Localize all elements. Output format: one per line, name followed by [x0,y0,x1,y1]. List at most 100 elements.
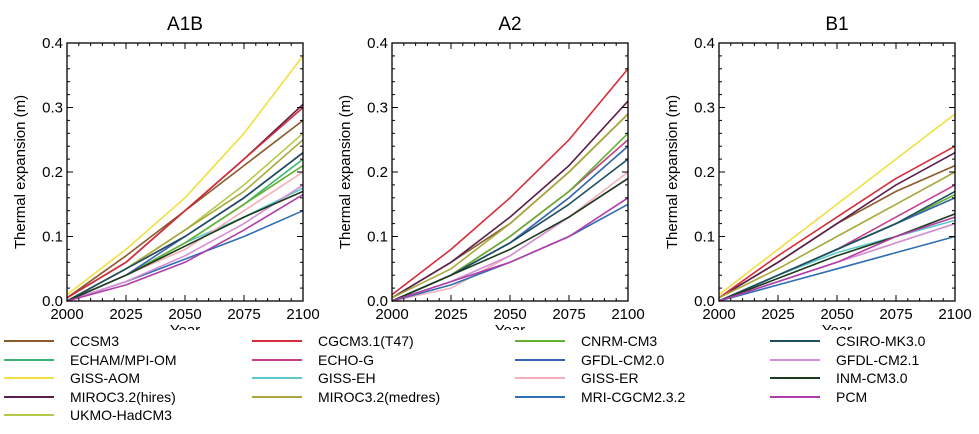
y-tick-label-a2: 0.4 [367,35,388,52]
chart-title-a2: A2 [498,14,521,35]
legend-label: PCM [836,389,868,405]
legend-item: CGCM3.1(T47) [252,332,414,350]
legend-item: CCSM3 [4,332,119,350]
legend-label: MRI-CGCM2.3.2 [581,389,686,405]
legend-swatch [4,396,54,398]
x-tick-label-b1: 2025 [761,306,794,323]
legend-swatch [515,340,565,342]
legend-swatch [770,396,820,398]
legend-item: MIROC3.2(medres) [252,388,440,406]
series-line-a2-miroc3-2-medres- [391,113,629,299]
series-line-b1-miroc3-2-medres- [718,171,956,299]
legend-item: MIROC3.2(hires) [4,388,176,406]
legend-label: CNRM-CM3 [581,333,658,349]
series-line-a1b-inm-cm3-0 [66,190,304,302]
legend-item: INM-CM3.0 [770,369,908,387]
legend-label: GISS-ER [581,370,639,386]
legend-swatch [515,359,565,361]
legend-swatch [770,359,820,361]
y-tick-label-a2: 0.2 [367,164,388,181]
series-line-b1-inm-cm3-0 [718,213,956,302]
series-line-a2-inm-cm3-0 [391,177,629,302]
y-tick-label-a2: 0.3 [367,100,388,117]
legend-label: INM-CM3.0 [836,370,908,386]
x-tick-label-b1: 2000 [702,306,735,323]
x-tick-label-b1: 2075 [879,306,912,323]
x-tick-label-a1b: 2025 [109,306,142,323]
legend-label: ECHAM/MPI-OM [70,352,177,368]
y-axis-label-b1: Thermal expansion (m) [664,95,681,249]
series-line-b1-miroc3-2-hires- [718,151,956,299]
legend-item: GFDL-CM2.1 [770,351,919,369]
legend-label: ECHO-G [318,352,374,368]
series-line-b1-csiro-mk3-0 [718,190,956,302]
legend-swatch [252,377,302,379]
x-tick-label-a2: 2000 [375,306,408,323]
legend-item: GISS-AOM [4,369,140,387]
series-line-a1b-giss-aom [66,55,304,296]
series-line-a2-cgcm3-1-t47- [391,68,629,296]
legend-label: UKMO-HadCM3 [70,407,172,423]
x-tick-label-b1: 2100 [938,306,971,323]
legend-item: GFDL-CM2.0 [515,351,664,369]
y-tick-label-a1b: 0.4 [42,35,63,52]
legend-label: MIROC3.2(hires) [70,389,176,405]
series-line-a1b-csiro-mk3-0 [66,152,304,302]
legend-item: CNRM-CM3 [515,332,657,350]
legend-swatch [4,340,54,342]
x-axis-label-a2: Year [495,322,525,330]
series-line-a1b-cgcm3-1-t47- [66,106,304,299]
series-line-b1-mri-cgcm2-3-2 [718,235,956,302]
x-axis-label-a1b: Year [170,322,200,330]
legend-swatch [770,377,820,379]
legend-label: MIROC3.2(medres) [318,389,441,405]
x-tick-label-a2: 2100 [611,306,644,323]
series-line-b1-giss-aom [718,113,956,296]
y-axis-label-a2: Thermal expansion (m) [337,95,354,249]
y-tick-label-b1: 0.1 [694,229,715,246]
chart-title-a1b: A1B [167,14,203,35]
chart-figure: 2000 2025 2050 2075 2100 0.0 0.1 0.2 0.3 0.4 A1B Ye… [12,14,972,330]
legend-label: CSIRO-MK3.0 [836,333,926,349]
x-tick-label-a1b: 2075 [227,306,260,323]
series-line-b1-pcm [718,216,956,302]
series-line-a2-miroc3-2-hires- [391,100,629,299]
legend-item: GISS-ER [515,369,639,387]
y-tick-label-a1b: 0.1 [42,229,63,246]
legend-label: GISS-AOM [70,370,141,386]
legend-label: CGCM3.1(T47) [318,333,414,349]
y-tick-label-a1b: 0.2 [42,164,63,181]
y-tick-label-a2: 0.1 [367,229,388,246]
chart-title-b1: B1 [825,14,848,35]
series-line-b1-cgcm3-1-t47- [718,145,956,299]
legend-label: CCSM3 [70,333,120,349]
y-tick-label-a1b: 0.3 [42,100,63,117]
y-tick-label-b1: 0.4 [694,35,715,52]
y-tick-label-a2: 0.0 [367,293,388,310]
series-line-a1b-pcm [66,193,304,302]
legend-swatch [252,340,302,342]
legend-item: PCM [770,388,867,406]
x-tick-label-a1b: 2100 [286,306,319,323]
series-line-a1b-gfdl-cm2-1 [66,184,304,302]
legend-label: GISS-EH [318,370,376,386]
legend-swatch [515,396,565,398]
legend-item: GISS-EH [252,369,376,387]
y-axis-label-a1b: Thermal expansion (m) [12,95,29,249]
legend-item: CSIRO-MK3.0 [770,332,925,350]
x-tick-label-a2: 2050 [493,306,526,323]
legend-swatch [252,359,302,361]
legend-swatch [4,414,54,416]
x-axis-label-b1: Year [822,322,852,330]
legend-swatch [515,377,565,379]
legend-item: ECHAM/MPI-OM [4,351,177,369]
x-tick-label-a1b: 2050 [168,306,201,323]
legend-swatch [770,340,820,342]
x-tick-label-b1: 2050 [820,306,853,323]
legend-label: GFDL-CM2.1 [836,352,920,368]
legend-item: ECHO-G [252,351,374,369]
legend-swatch [4,359,54,361]
legend-item: MRI-CGCM2.3.2 [515,388,685,406]
legend-label: GFDL-CM2.0 [581,352,665,368]
